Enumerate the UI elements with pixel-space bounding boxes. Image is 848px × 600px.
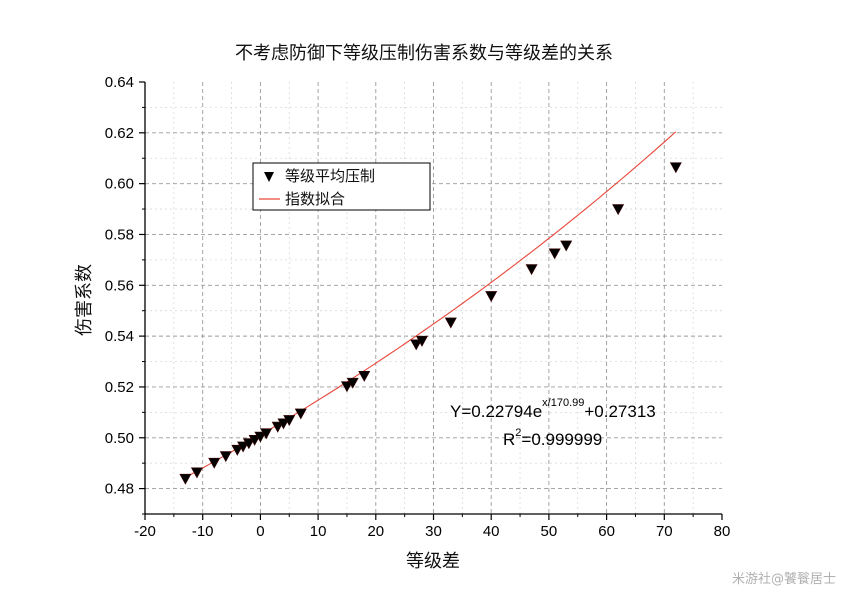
r-squared-power: 2 [515, 427, 521, 439]
data-point [294, 408, 307, 420]
data-point [219, 451, 232, 463]
y-tick-label: 0.54 [105, 328, 134, 345]
x-tick-label: 10 [310, 523, 327, 540]
y-tick-label: 0.50 [105, 430, 134, 447]
r-squared-suffix: =0.999999 [521, 430, 602, 449]
y-axis-ticks: 0.48 0.50 0.52 0.54 0.56 0.58 0.60 0.62 0.64 [105, 74, 145, 515]
x-axis-ticks: -20 -10 0 10 20 30 40 50 60 70 80 [134, 514, 730, 540]
data-point [271, 421, 284, 433]
data-point [669, 162, 682, 174]
x-tick-label: -20 [134, 523, 156, 540]
data-point [346, 377, 359, 389]
data-point [190, 467, 203, 479]
data-point [260, 428, 273, 440]
watermark: 米游社@饕餮居士 [732, 571, 836, 587]
data-point [485, 291, 498, 303]
fit-equation: Y=0.22794ex/170.99+0.27313 [450, 397, 656, 421]
data-point [283, 415, 296, 427]
x-tick-label: 80 [714, 523, 731, 540]
data-point [237, 441, 250, 453]
legend-marker-triangle [264, 172, 274, 182]
data-point [548, 248, 561, 260]
y-tick-label: 0.62 [105, 125, 134, 142]
data-point [248, 434, 261, 446]
legend-label-points: 等级平均压制 [285, 167, 375, 185]
legend-box [252, 162, 431, 211]
fit-equation-prefix: Y=0.22794e [450, 402, 542, 421]
data-point [444, 317, 457, 329]
y-axis-label: 伤害系数 [74, 264, 95, 336]
y-tick-label: 0.52 [105, 379, 134, 396]
x-tick-label: 50 [541, 523, 558, 540]
x-tick-label: 20 [367, 523, 384, 540]
data-point [277, 418, 290, 430]
y-tick-label: 0.64 [105, 74, 134, 91]
data-point [525, 264, 538, 276]
legend: 等级平均压制 指数拟合 [252, 162, 431, 211]
x-tick-label: 30 [425, 523, 442, 540]
x-axis-label: 等级差 [406, 551, 460, 572]
r-squared-prefix: R [503, 430, 515, 449]
x-tick-label: 60 [598, 523, 615, 540]
data-point [208, 457, 221, 469]
y-tick-label: 0.56 [105, 277, 134, 294]
fit-equation-exponent: x/170.99 [542, 397, 584, 409]
legend-label-fit: 指数拟合 [285, 190, 345, 208]
x-tick-label: -10 [192, 523, 214, 540]
y-tick-label: 0.60 [105, 176, 134, 193]
y-tick-label: 0.48 [105, 481, 134, 498]
r-squared: R2=0.999999 [503, 427, 602, 449]
y-tick-label: 0.58 [105, 226, 134, 243]
data-point [242, 438, 255, 450]
grid [145, 82, 722, 515]
data-point [179, 473, 192, 485]
data-point [415, 335, 428, 347]
data-point [340, 381, 353, 393]
data-point [560, 240, 573, 252]
fit-equation-suffix: +0.27313 [584, 402, 655, 421]
data-point [612, 204, 625, 216]
x-tick-label: 0 [256, 523, 264, 540]
data-point [410, 339, 423, 351]
data-points-series [179, 162, 682, 485]
data-point [231, 444, 244, 456]
data-point [254, 431, 267, 443]
chart-title: 不考虑防御下等级压制伤害系数与等级差的关系 [235, 43, 613, 64]
x-tick-label: 40 [483, 523, 500, 540]
data-point [358, 370, 371, 382]
x-tick-label: 70 [656, 523, 673, 540]
